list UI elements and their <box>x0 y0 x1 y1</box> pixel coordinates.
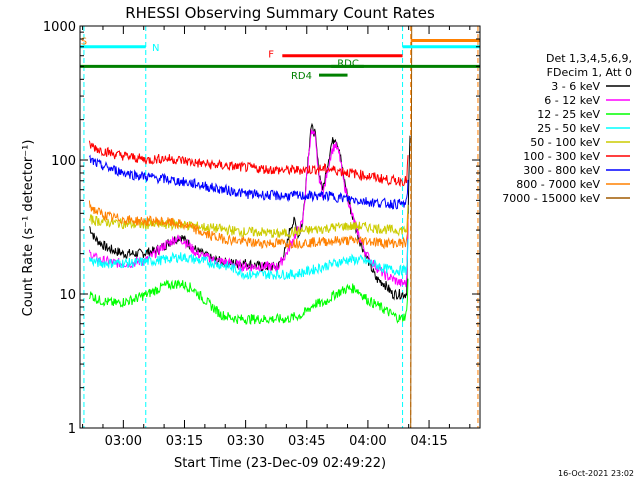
x-tick-label-1: 03:15 <box>166 434 203 449</box>
footer-timestamp: 16-Oct-2021 23:02 <box>558 469 634 478</box>
y-tick-label-1: 10 <box>59 288 76 303</box>
state-bar-label-0: S <box>81 36 87 47</box>
x-tick-label-4: 04:00 <box>349 434 386 449</box>
legend-label-2: 12 - 25 keV <box>537 108 600 121</box>
legend-label-1: 6 - 12 keV <box>544 94 600 107</box>
legend-label-3: 25 - 50 keV <box>537 122 600 135</box>
series-line-7 <box>88 200 409 250</box>
x-axis-label: Start Time (23-Dec-09 02:49:22) <box>174 456 386 471</box>
series-line-4 <box>88 204 409 239</box>
attenuator-bar-label-0: F <box>268 50 274 61</box>
plot-layer: S N F RDC RD4 03:00 03:15 03:30 03:45 04:00 04:15 1… <box>43 20 481 449</box>
legend-label-8: 7000 - 15000 keV <box>502 192 600 205</box>
series-line-6 <box>88 154 409 210</box>
attenuator-bar-label-1: RDC <box>337 58 359 69</box>
y-tick-label-2: 100 <box>51 154 76 169</box>
plot-frame <box>79 25 481 429</box>
x-tick-label-5: 04:15 <box>410 434 447 449</box>
state-bar-label-1: N <box>152 43 159 54</box>
attenuator-bar-label-2: RD4 <box>291 71 312 82</box>
series-line-5 <box>88 140 409 188</box>
legend-label-4: 50 - 100 keV <box>530 136 600 149</box>
x-tick-label-0: 03:00 <box>105 434 142 449</box>
x-tick-label-2: 03:30 <box>227 434 264 449</box>
x-tick-label-3: 03:45 <box>288 434 325 449</box>
legend-header-line-1: Det 1,3,4,5,6,9, <box>546 52 632 65</box>
y-tick-label-0: 1 <box>68 422 76 437</box>
chart-title: RHESSI Observing Summary Count Rates <box>125 4 435 22</box>
series-line-3 <box>88 239 409 281</box>
series-line-0 <box>89 122 411 301</box>
legend-label-0: 3 - 6 keV <box>551 80 600 93</box>
legend-header-line-2: FDecim 1, Att 0 <box>547 66 632 79</box>
legend-label-5: 100 - 300 keV <box>523 150 600 163</box>
y-tick-label-3: 1000 <box>43 20 76 35</box>
series-line-2 <box>88 278 409 326</box>
y-axis-label: Count Rate (s⁻¹ detector⁻¹) <box>21 140 36 317</box>
legend-label-6: 300 - 800 keV <box>523 164 600 177</box>
series-line-8 <box>410 25 413 429</box>
legend-label-7: 800 - 7000 keV <box>516 178 600 191</box>
series-line-1 <box>88 129 409 288</box>
